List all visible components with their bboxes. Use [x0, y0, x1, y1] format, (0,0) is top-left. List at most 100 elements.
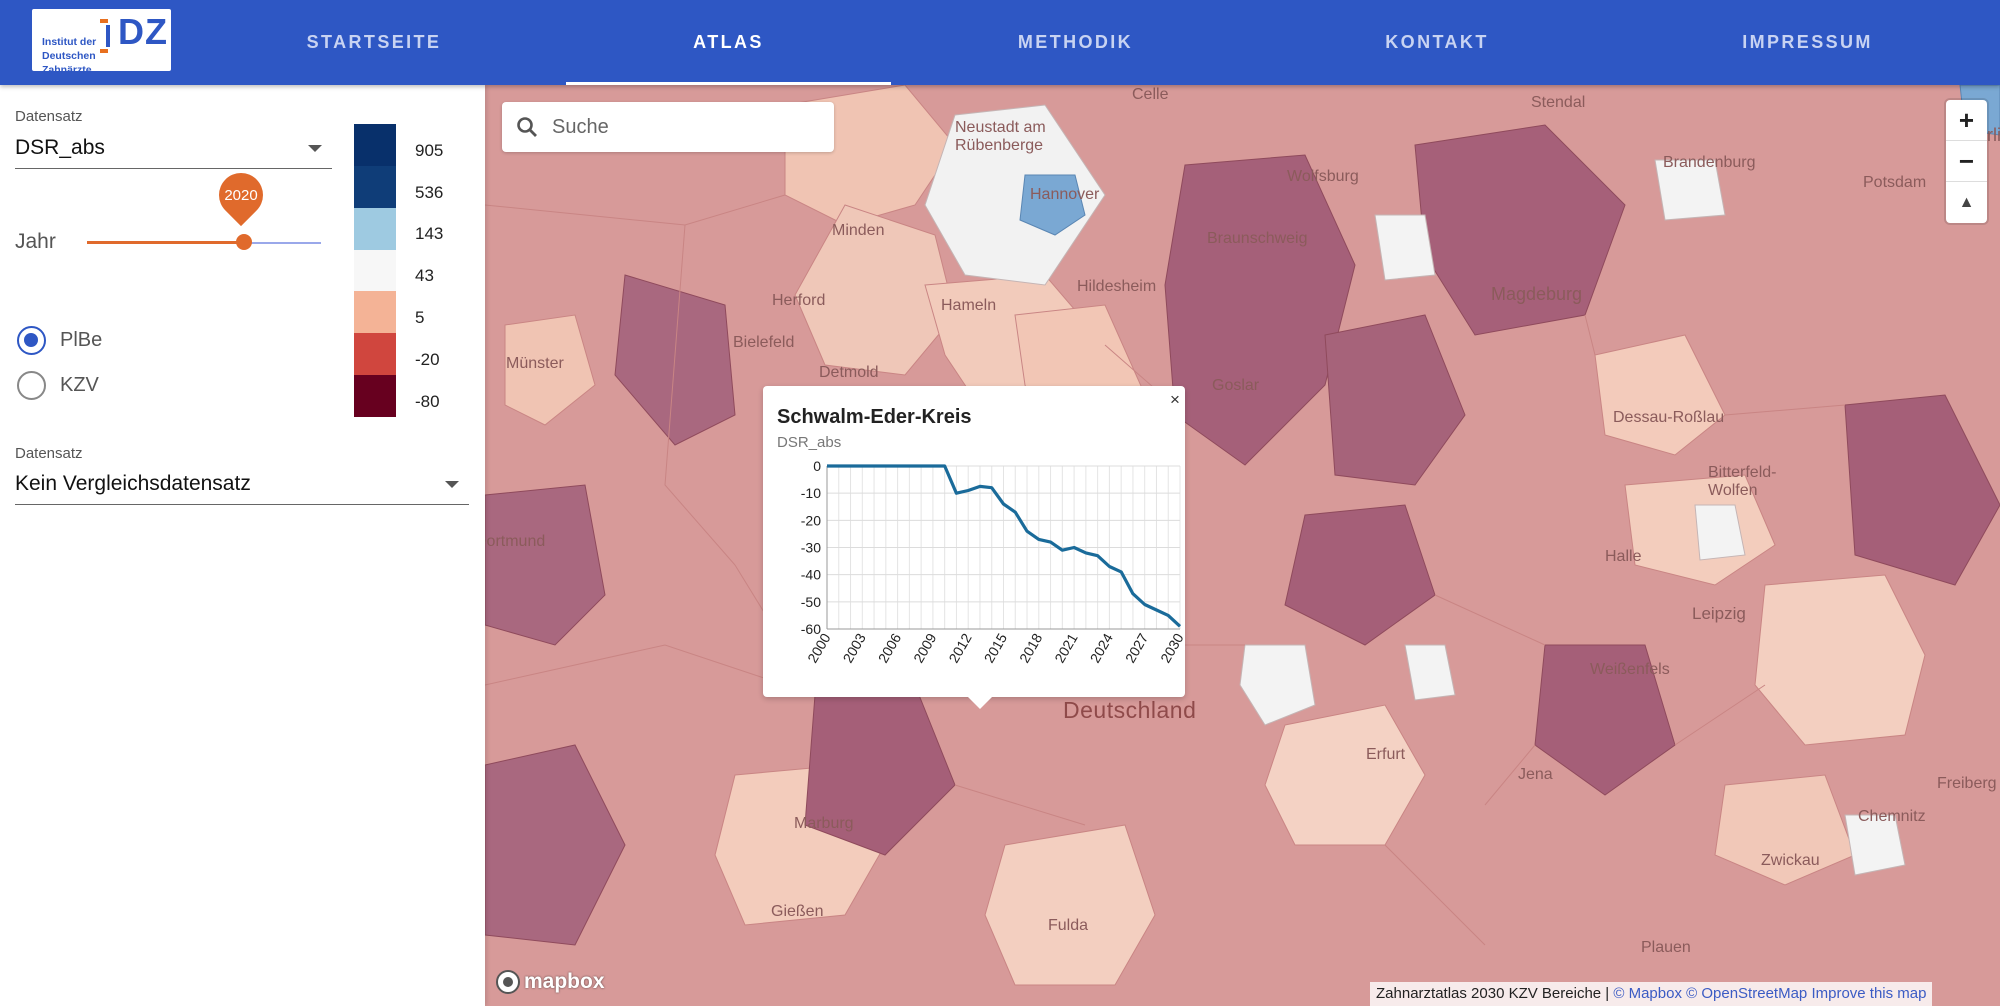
chart-y-tick-label: -60 — [801, 621, 821, 637]
map-label-herford: Herford — [772, 292, 826, 309]
nav-impressum[interactable]: IMPRESSUM — [1742, 32, 1873, 52]
map-label-dortmund: Dortmund — [485, 533, 546, 550]
chart-x-tick-label: 2021 — [1051, 630, 1081, 665]
chart-series-line — [827, 464, 1182, 628]
legend-value: 905 — [415, 141, 444, 160]
compass-button[interactable]: ▲ — [1946, 182, 1987, 223]
map-label-hameln: Hameln — [941, 297, 997, 314]
map-label-potsdam: Potsdam — [1863, 174, 1927, 191]
map-regions[interactable] — [485, 85, 2000, 1006]
map-label-zwickau: Zwickau — [1761, 852, 1820, 869]
search-icon — [517, 117, 537, 137]
map-label-magdeburg: Magdeburg — [1491, 284, 1583, 304]
chart-x-tick-label: 2003 — [839, 630, 869, 665]
year-slider-track[interactable] — [244, 241, 321, 244]
nav-methodik[interactable]: METHODIK — [1017, 32, 1134, 52]
choropleth-map[interactable]: Celle Stendal Neustadt am Rübenberge Han… — [485, 85, 2000, 1006]
map-search[interactable] — [502, 102, 834, 152]
chart-y-tick-label: -50 — [801, 594, 821, 610]
map-label-muenster: Münster — [506, 355, 564, 372]
radio-kzv[interactable] — [17, 371, 46, 400]
legend-swatch-5 — [354, 291, 396, 333]
chart-x-tick-label: 2030 — [1157, 630, 1185, 665]
legend-swatch-minus20 — [354, 333, 396, 375]
attribution-improve-link[interactable]: Improve this map — [1811, 985, 1927, 1002]
close-icon[interactable]: × — [1170, 390, 1180, 409]
year-slider-value: 2020 — [224, 186, 258, 204]
chart-x-tick-label: 2015 — [981, 630, 1011, 665]
chart-y-tick-label: 0 — [813, 458, 821, 474]
chart-x-tick-label: 2024 — [1087, 630, 1117, 665]
map-label-freiberg: Freiberg — [1937, 775, 1997, 792]
nav-kontakt[interactable]: KONTAKT — [1385, 32, 1489, 52]
map-label-bielefeld: Bielefeld — [733, 334, 795, 351]
map-label-hildesheim: Hildesheim — [1077, 278, 1157, 295]
map-label-neustadt: Neustadt am Rübenberge — [955, 119, 1046, 154]
map-label-detmold: Detmold — [819, 364, 879, 381]
legend-value: -80 — [415, 392, 440, 411]
map-label-minden: Minden — [832, 222, 885, 239]
mapbox-logo-text: mapbox — [524, 970, 605, 993]
popup-subtitle: DSR_abs — [777, 434, 842, 451]
map-label-erfurt: Erfurt — [1366, 746, 1406, 763]
legend-value: -20 — [415, 350, 440, 369]
popup-title: Schwalm-Eder-Kreis — [777, 406, 972, 428]
map-label-weissenfels: Weißenfels — [1590, 661, 1670, 678]
compare-dataset-value: Kein Vergleichsdatensatz — [15, 472, 251, 495]
mapbox-logo[interactable]: mapbox — [496, 970, 605, 994]
zoom-in-button[interactable]: + — [1946, 100, 1987, 141]
map-label-fulda: Fulda — [1048, 917, 1089, 934]
chart-x-tick-label: 2009 — [910, 630, 940, 665]
logo-mark-text: DZ — [118, 11, 168, 52]
map-label-wolfsburg: Wolfsburg — [1287, 168, 1359, 185]
nav-atlas[interactable]: ATLAS — [566, 0, 891, 85]
chart-x-tick-label: 2027 — [1122, 630, 1152, 665]
legend-swatch-43 — [354, 250, 396, 291]
map-label-chemnitz: Chemnitz — [1858, 808, 1926, 825]
region-popup: × Schwalm-Eder-Kreis DSR_abs 0 -10 -20 -30 -… — [763, 386, 1185, 709]
attribution-mapbox-link[interactable]: © Mapbox — [1613, 985, 1682, 1002]
map-label-stendal: Stendal — [1531, 94, 1586, 111]
map-label-dessau: Dessau-Roßlau — [1613, 409, 1725, 426]
dataset-select[interactable]: DSR_abs — [15, 127, 332, 169]
legend-value: 536 — [415, 183, 444, 202]
chart-x-tick-label: 2006 — [875, 630, 905, 665]
chart-y-tick-label: -20 — [801, 512, 821, 528]
legend-swatch-minus80 — [354, 375, 396, 417]
map-label-marburg: Marburg — [794, 815, 854, 832]
map-label-goslar: Goslar — [1212, 377, 1260, 394]
compare-dataset-select[interactable]: Kein Vergleichsdatensatz — [15, 463, 469, 505]
legend-value: 43 — [415, 266, 434, 285]
legend-swatch-536 — [354, 166, 396, 208]
legend-swatch-143 — [354, 208, 396, 250]
logo-text: Institut der Deutschen Zahnärzte — [42, 36, 97, 76]
map-label-leipzig: Leipzig — [1692, 604, 1746, 623]
legend-value: 5 — [415, 308, 425, 327]
chart-x-tick-label: 2018 — [1016, 630, 1046, 665]
map-zoom-controls: + − ▲ — [1946, 100, 1987, 223]
radio-kzv-label: KZV — [60, 374, 99, 396]
map-label-braunschweig: Braunschweig — [1207, 230, 1308, 247]
attribution-osm-link[interactable]: © OpenStreetMap — [1686, 985, 1808, 1002]
year-slider-thumb[interactable] — [236, 234, 252, 250]
search-input[interactable] — [552, 112, 822, 142]
zoom-out-button[interactable]: − — [1946, 141, 1987, 182]
idz-logo[interactable]: Institut der Deutschen Zahnärzte DZ — [32, 9, 171, 76]
dataset-label: Datensatz — [15, 108, 83, 125]
attribution-text: Zahnarztatlas 2030 KZV Bereiche | — [1376, 985, 1610, 1002]
year-slider-track-filled[interactable] — [87, 241, 244, 244]
map-label-plauen: Plauen — [1641, 939, 1691, 956]
chart-y-tick-label: -10 — [801, 485, 821, 501]
legend-value: 143 — [415, 224, 444, 243]
top-navigation: Institut der Deutschen Zahnärzte DZ STAR… — [0, 0, 2000, 85]
popup-tip — [968, 697, 992, 709]
map-label-country: Deutschland — [1063, 697, 1197, 723]
compass-icon: ▲ — [1958, 193, 1975, 211]
dataset-select-value: DSR_abs — [15, 136, 105, 159]
map-label-brandenburg: Brandenburg — [1663, 154, 1756, 171]
nav-startseite[interactable]: STARTSEITE — [306, 32, 442, 52]
map-label-celle: Celle — [1132, 86, 1169, 103]
map-label-jena: Jena — [1518, 766, 1553, 783]
radio-plbe[interactable] — [17, 326, 46, 355]
